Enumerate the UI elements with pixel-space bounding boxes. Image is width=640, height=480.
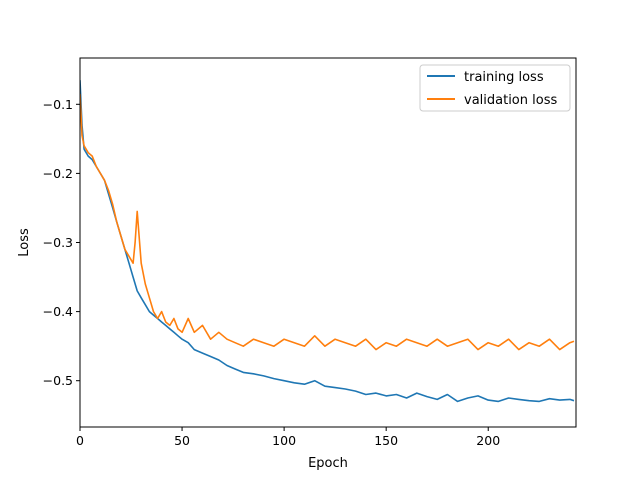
series-line-training: [80, 80, 575, 403]
series-layer: [80, 80, 575, 403]
x-tick-label: 200: [476, 433, 500, 448]
y-axis-ticks: −0.1 −0.2 −0.3 −0.4 −0.5: [43, 97, 80, 388]
plot-frame: [79, 57, 577, 428]
y-tick-label: −0.3: [43, 235, 73, 250]
y-tick-label: −0.1: [43, 97, 73, 112]
x-axis-label: Epoch: [308, 456, 348, 471]
x-tick-label: 100: [272, 433, 296, 448]
y-tick-label: −0.2: [43, 166, 73, 181]
y-tick-label: −0.5: [43, 373, 73, 388]
x-tick-label: 150: [374, 433, 398, 448]
y-axis-label: Loss: [17, 228, 32, 257]
x-tick-label: 0: [76, 433, 84, 448]
legend-label-validation: validation loss: [464, 93, 557, 108]
legend-label-training: training loss: [464, 70, 544, 85]
x-axis-ticks: 0 50 100 150 200: [76, 427, 500, 448]
series-line-validation: [80, 93, 575, 351]
legend: training loss validation loss: [419, 64, 571, 112]
x-tick-label: 50: [174, 433, 190, 448]
y-tick-label: −0.4: [43, 304, 73, 319]
legend-box: [419, 64, 571, 112]
